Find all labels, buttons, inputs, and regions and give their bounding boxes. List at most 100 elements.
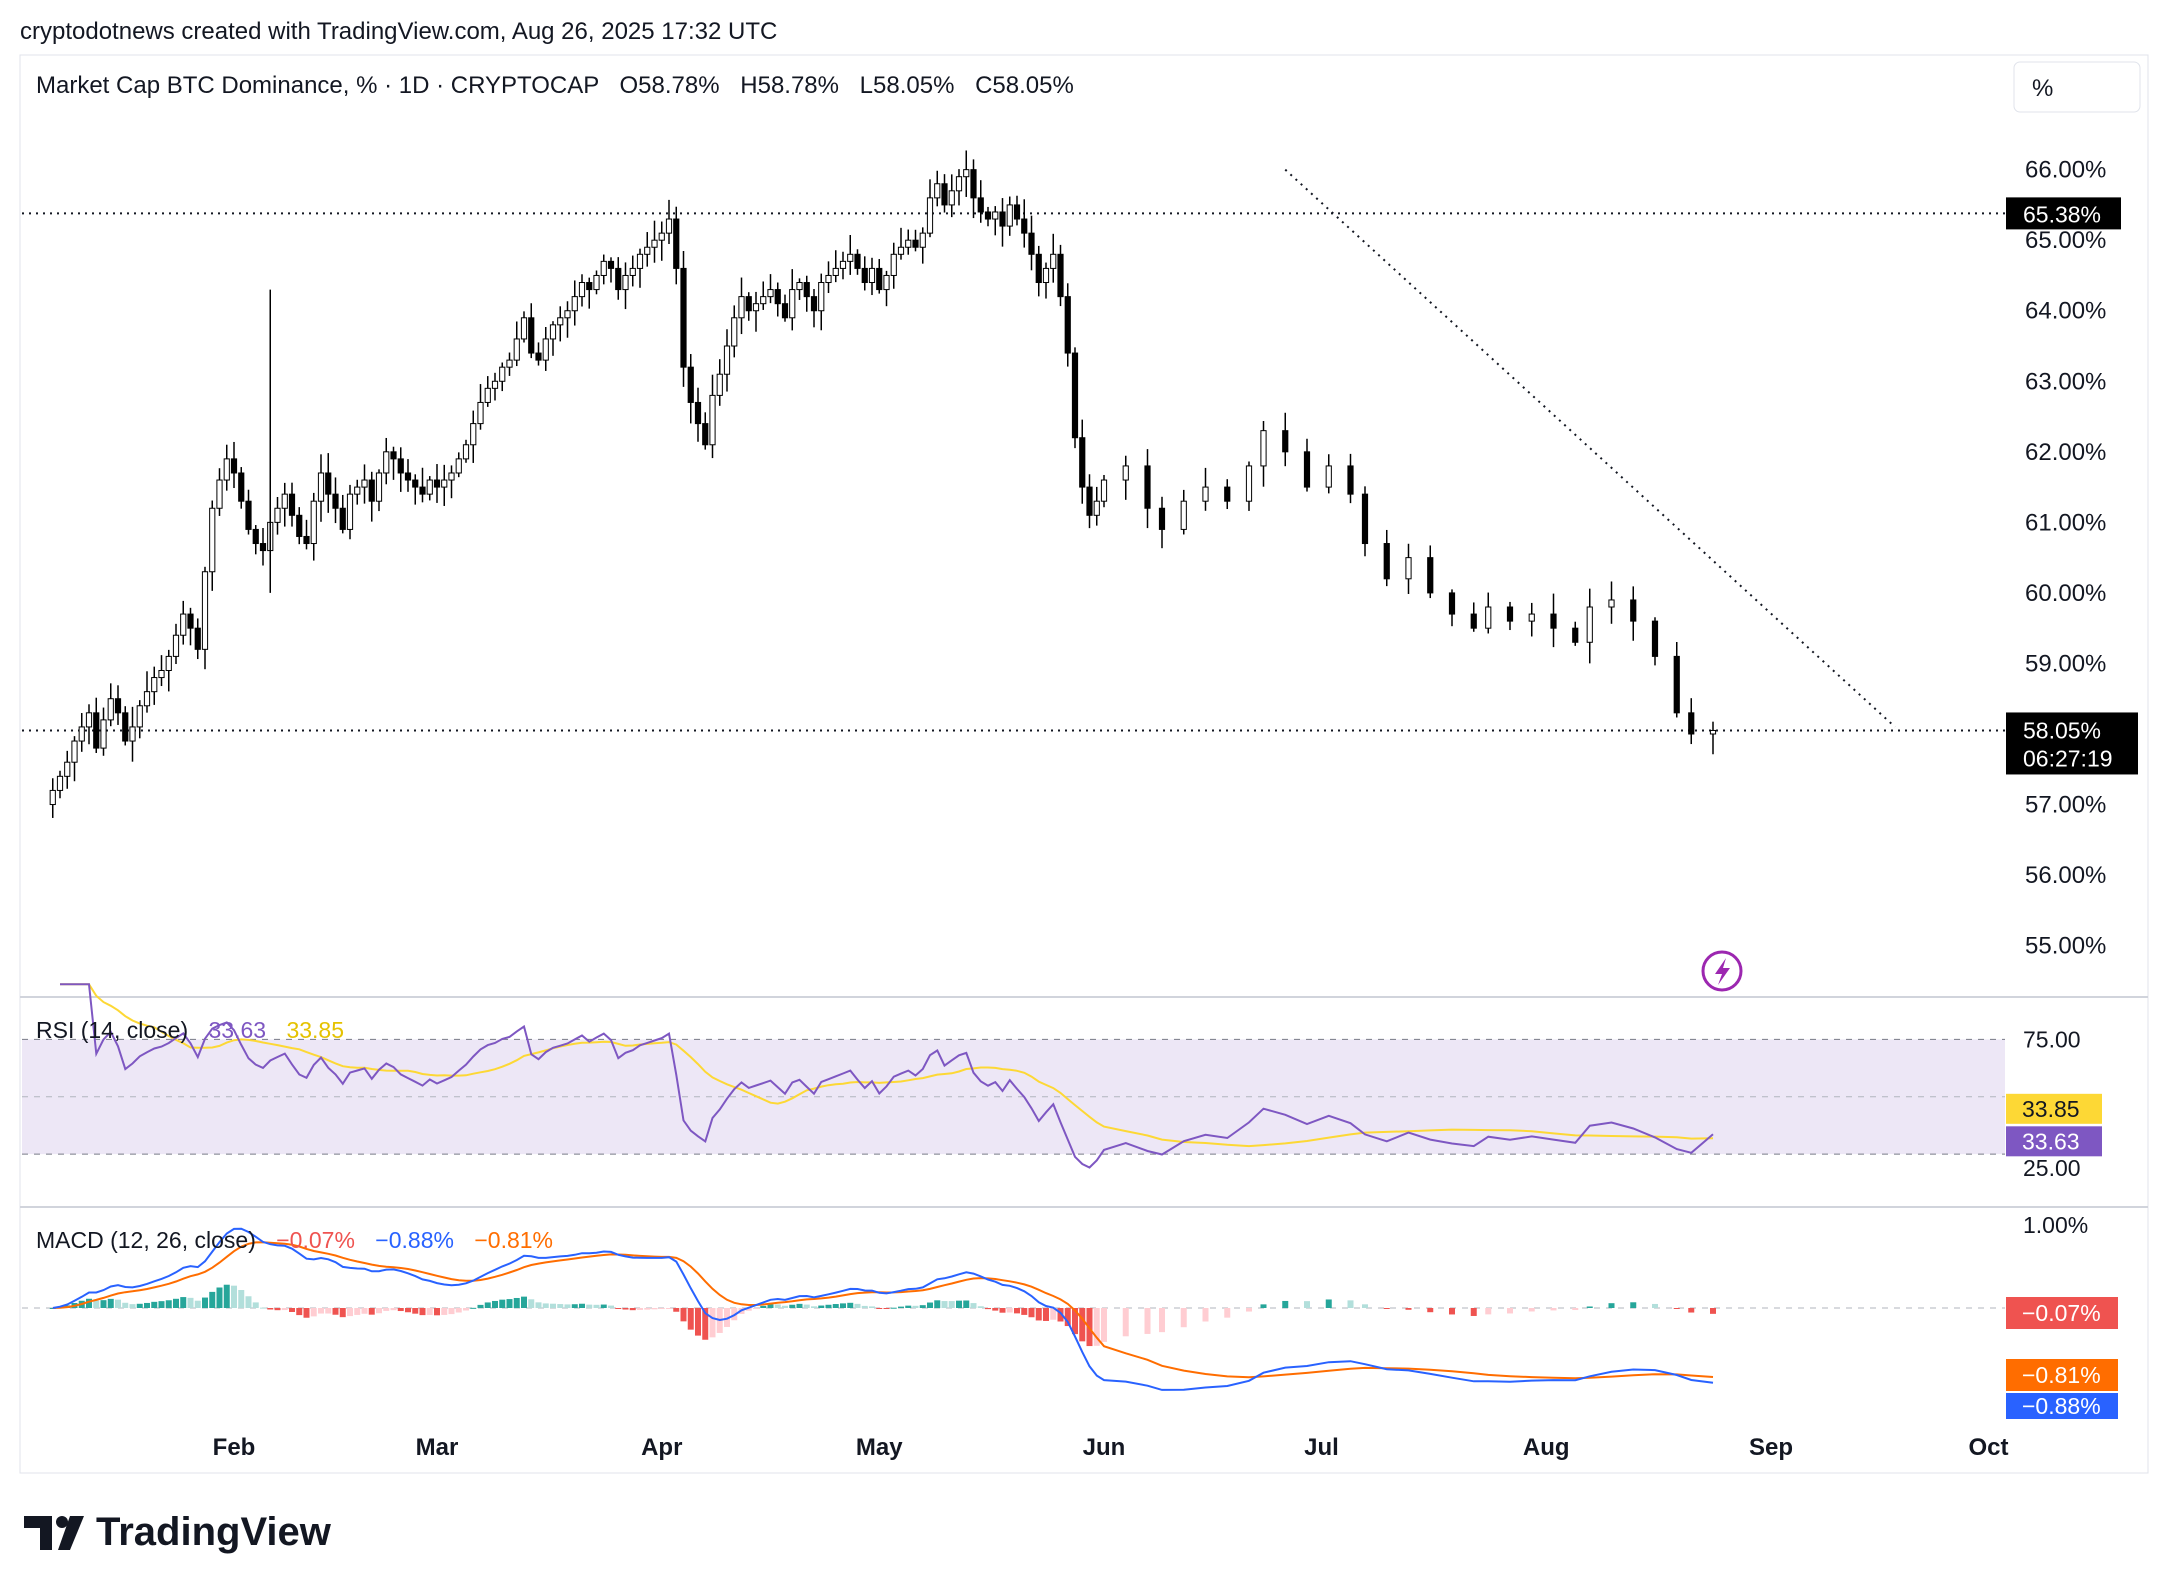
macd-histogram-bar xyxy=(600,1304,607,1308)
macd-histogram-bar xyxy=(252,1302,259,1308)
macd-histogram-bar xyxy=(1449,1308,1455,1315)
candle-up xyxy=(64,761,71,777)
candle-down xyxy=(1086,486,1093,516)
macd-histogram-bar xyxy=(202,1297,208,1308)
macd-line-badge xyxy=(2006,1393,2118,1419)
candle-up xyxy=(1006,204,1013,227)
last-price-badge xyxy=(2006,712,2138,775)
rsi-pane[interactable]: 75.00 25.00 33.85 33.63 xyxy=(22,983,2102,1181)
candle-up xyxy=(542,338,549,361)
macd-histogram-bar xyxy=(1014,1308,1020,1314)
macd-histogram-bar xyxy=(1021,1308,1028,1315)
macd-histogram-bar xyxy=(1608,1303,1615,1308)
rsi-value-badge-text: 33.63 xyxy=(2022,1128,2080,1154)
lightning-alert-icon[interactable] xyxy=(1701,950,1743,992)
candle-down xyxy=(1079,437,1086,488)
candle-up xyxy=(361,479,368,488)
percent-scale-button[interactable]: % xyxy=(2013,61,2141,113)
trendline-group[interactable] xyxy=(1284,168,1896,728)
macd-histogram-bar xyxy=(832,1304,839,1308)
macd-histogram-bar xyxy=(767,1304,774,1308)
price-tick-label: 64.00% xyxy=(2025,298,2106,325)
time-axis[interactable]: Feb Mar Apr May Jun Jul Aug Sep Oct xyxy=(213,1434,2009,1461)
macd-histogram-bar xyxy=(390,1308,397,1311)
macd-histogram-bar xyxy=(521,1296,527,1308)
macd-histogram-bar xyxy=(687,1308,694,1330)
macd-histogram-bar xyxy=(890,1307,897,1309)
macd-histogram-bar xyxy=(209,1291,216,1308)
candle-up xyxy=(709,394,716,446)
rsi-legend[interactable]: RSI (14, close) 33.63 33.85 xyxy=(36,1017,344,1043)
candle-down xyxy=(187,613,194,629)
macd-histogram-bar xyxy=(622,1308,629,1310)
macd-histogram-bar xyxy=(136,1303,143,1308)
macd-histogram-bar xyxy=(1427,1308,1434,1313)
candle-down xyxy=(1303,451,1311,488)
candle-down xyxy=(1550,613,1557,629)
macd-pane[interactable]: 1.00% −0.07% −0.81% −0.88% xyxy=(22,1212,2118,1419)
macd-hist-badge-text: −0.07% xyxy=(2022,1300,2101,1326)
price-axis[interactable]: 66.00% 65.00% 64.00% 63.00% 62.00% 61.00% 60.0… xyxy=(2025,157,2106,960)
macd-histogram-bar xyxy=(347,1308,353,1317)
candle-up xyxy=(883,274,890,291)
candle-up xyxy=(738,296,745,319)
chart-frame xyxy=(19,54,2149,1474)
price-tick-label: 63.00% xyxy=(2025,368,2106,395)
macd-histogram-bar xyxy=(825,1304,832,1308)
candle-up xyxy=(448,472,455,481)
symbol-title[interactable]: Market Cap BTC Dominance, % · 1D · CRYPT… xyxy=(36,72,1074,99)
rsi-ma-badge-text: 33.85 xyxy=(2022,1096,2080,1122)
macd-histogram-bar xyxy=(361,1308,368,1314)
price-tick-label: 56.00% xyxy=(2025,862,2106,889)
candle-up xyxy=(593,274,600,291)
rsi-ma-label: 33.85 xyxy=(286,1017,344,1043)
candle-down xyxy=(397,458,404,474)
candle-up xyxy=(629,267,636,276)
candle-up xyxy=(1485,606,1492,629)
candle-up xyxy=(651,239,658,248)
candle-up xyxy=(963,169,970,178)
candle-up xyxy=(100,719,107,749)
macd-histogram-bar xyxy=(1202,1308,1209,1322)
macd-histogram-bar xyxy=(274,1308,281,1311)
candle-up xyxy=(499,366,506,382)
candle-up xyxy=(201,571,209,650)
candle-up xyxy=(1260,430,1267,467)
candle-down xyxy=(615,267,622,291)
candle-up xyxy=(1245,465,1253,502)
candle-up xyxy=(600,260,607,276)
created-by-text: cryptodotnews created with TradingView.c… xyxy=(20,18,777,45)
macd-histogram-bar xyxy=(1282,1300,1289,1308)
rsi-tick-label: 75.00 xyxy=(2023,1026,2081,1052)
candle-down xyxy=(702,423,709,446)
macd-histogram-bar xyxy=(129,1304,136,1308)
macd-histogram-bar xyxy=(941,1301,948,1308)
macd-histogram-bar xyxy=(455,1308,462,1313)
candle-down xyxy=(999,211,1006,227)
macd-histogram-bar xyxy=(1144,1308,1151,1334)
time-axis-label: Oct xyxy=(1968,1434,2008,1461)
macd-histogram-bar xyxy=(847,1302,854,1308)
macd-histogram-bar xyxy=(100,1300,107,1308)
macd-histogram-bar xyxy=(49,1308,56,1309)
candle-down xyxy=(861,267,868,284)
macd-histogram-bar xyxy=(782,1305,788,1308)
tradingview-logo: TradingView xyxy=(24,1510,332,1554)
candle-up xyxy=(564,310,571,319)
candle-up xyxy=(470,423,477,446)
macd-tick-label: 1.00% xyxy=(2023,1212,2088,1238)
macd-histogram-bar xyxy=(165,1300,172,1308)
macd-histogram-bar xyxy=(107,1298,114,1308)
tradingview-logo-text: TradingView xyxy=(96,1510,332,1554)
candle-up xyxy=(1050,253,1057,269)
candle-up xyxy=(455,458,462,474)
macd-legend[interactable]: MACD (12, 26, close) −0.07% −0.88% −0.81… xyxy=(36,1227,553,1253)
macd-histogram-bar xyxy=(745,1308,752,1311)
macd-histogram-bar xyxy=(999,1308,1006,1313)
macd-histogram-bar xyxy=(1057,1308,1064,1322)
macd-hist-badge xyxy=(2006,1297,2118,1329)
candle-down xyxy=(984,211,992,220)
macd-histogram-bar xyxy=(992,1308,999,1311)
candle-down xyxy=(296,514,303,537)
